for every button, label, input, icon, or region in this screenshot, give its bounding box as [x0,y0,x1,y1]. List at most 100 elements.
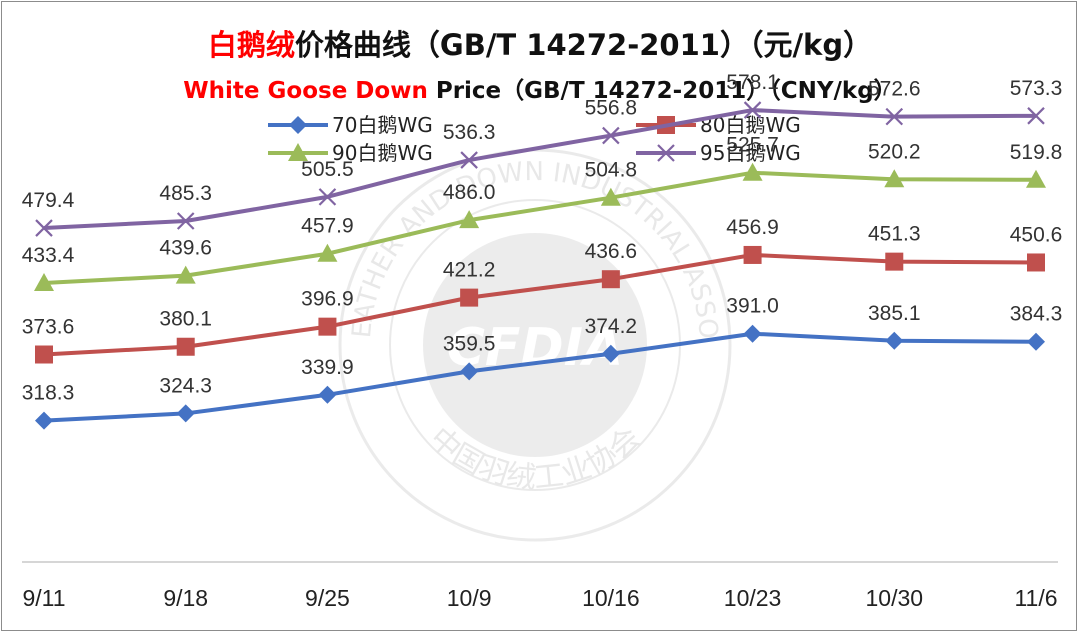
data-label: 505.5 [301,158,354,181]
data-label: 520.2 [868,140,921,163]
data-point [460,151,478,169]
series-4 [35,101,1045,237]
data-label: 421.2 [443,259,496,282]
data-label: 373.6 [22,316,75,339]
series-3 [34,162,1046,292]
data-label: 391.0 [726,295,779,318]
data-label: 519.8 [1010,141,1063,164]
data-point [34,273,54,292]
legend-label: 95白鹅WG [700,141,801,165]
data-point [1026,169,1046,188]
x-tick-label: 11/6 [1014,585,1057,611]
data-label: 485.3 [159,182,212,205]
series-2 [35,245,1045,364]
data-point [885,107,904,126]
data-label: 486.0 [443,181,496,204]
watermark-logo-text: CFDIA [447,318,623,378]
chart-title-rest: 价格曲线（GB/T 14272-2011）（元/kg） [295,28,872,62]
data-point [602,126,620,145]
chart-subtitle-highlight: White Goose Down [183,78,428,104]
data-point [742,162,763,181]
data-label: 318.3 [22,382,75,405]
chart-subtitle: White Goose Down Price（GB/T 14272-2011）（… [183,77,896,104]
data-label: 578.1 [726,71,779,94]
x-tick-label: 10/23 [724,585,782,611]
data-label: 457.9 [301,215,354,238]
series-line [43,331,1037,423]
x-tick-label: 10/9 [447,585,492,611]
data-label: 436.6 [585,240,638,263]
data-point [459,210,480,229]
data-label: 525.7 [726,134,779,157]
series-line [43,170,1037,286]
data-label: 439.6 [159,237,212,260]
x-tick-label: 9/11 [22,585,65,611]
legend-item: 70白鹅WG [268,113,433,137]
chart-title: 白鹅绒价格曲线（GB/T 14272-2011）（元/kg） [208,28,872,62]
data-label: 359.5 [443,332,496,355]
x-tick-label: 10/16 [582,585,640,611]
chart-title-highlight: 白鹅绒 [208,28,295,62]
data-label: 479.4 [22,189,75,212]
data-point [1027,332,1045,351]
data-label: 324.3 [159,374,212,397]
x-tick-label: 10/30 [866,585,924,611]
data-label: 396.9 [301,288,354,311]
legend-item: 95白鹅WG [636,141,801,165]
data-label: 384.3 [1010,303,1063,326]
series-line [43,108,1037,231]
x-tick-label: 9/25 [305,585,350,611]
series-layer [34,101,1046,430]
data-point [35,219,53,237]
data-label: 456.9 [726,216,779,239]
series-1 [35,324,1045,430]
data-label: 385.1 [868,302,921,325]
data-point [460,362,479,381]
legend-marker [657,144,675,162]
legend-label: 70白鹅WG [332,113,433,137]
data-point [600,187,621,206]
data-point [884,169,905,188]
legend-marker [288,143,308,161]
data-point [318,317,337,336]
data-point [176,404,195,423]
legend-marker [289,116,307,134]
data-label: 572.6 [868,78,921,101]
legend-label: 90白鹅WG [332,141,433,165]
data-point [1027,253,1045,272]
data-point [35,411,53,430]
data-point [885,331,904,350]
data-point [318,188,337,206]
data-point [743,245,762,264]
data-point [743,324,762,343]
data-point [885,252,904,271]
data-point [176,212,195,230]
data-point [35,345,53,364]
legend-item: 90白鹅WG [268,141,433,165]
data-label: 450.6 [1010,223,1063,246]
data-point [318,385,337,404]
x-axis-tick-labels: 9/11 9/18 9/25 10/9 10/16 10/23 10/30 11/6 [22,585,1057,611]
data-label: 380.1 [159,308,212,331]
data-point [601,270,620,289]
data-label: 556.8 [585,97,638,120]
data-point [460,288,479,307]
data-label: 451.3 [868,223,921,246]
data-point [176,337,195,356]
data-point [601,344,620,363]
x-tick-label: 9/18 [163,585,208,611]
data-point [175,265,196,284]
data-label: 339.9 [301,356,354,379]
data-point [1027,107,1045,125]
data-point [317,243,338,262]
series-line [43,252,1037,357]
data-label: 536.3 [443,121,496,144]
data-labels-layer: 318.3 324.3 339.9 359.5 374.2 391.0 385.1 384.3… [22,71,1063,405]
chart-subtitle-rest: Price（GB/T 14272-2011）（CNY/kg） [428,77,897,104]
data-point [743,101,762,119]
data-label: 573.3 [1010,77,1063,100]
data-label: 504.8 [585,159,638,182]
